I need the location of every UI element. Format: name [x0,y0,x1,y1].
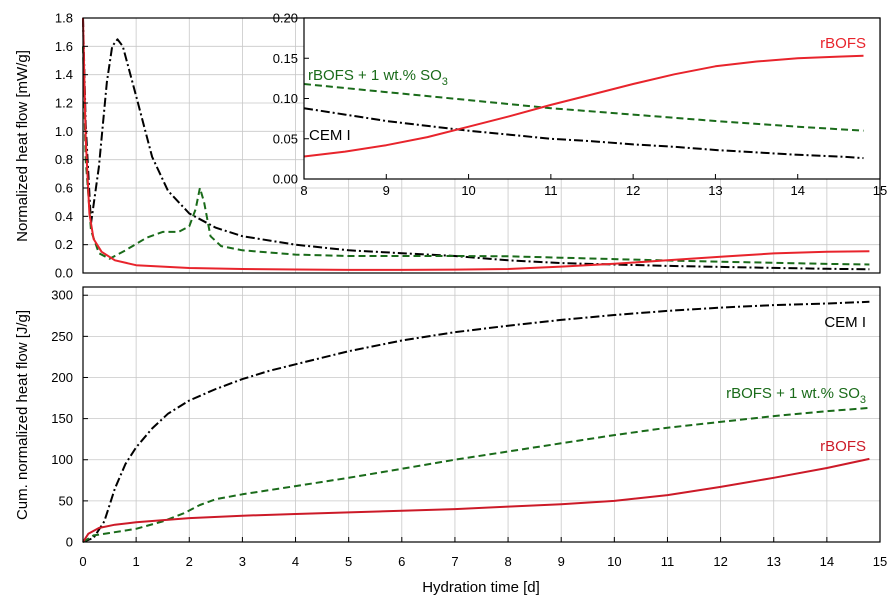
bottom-series-cem [82,300,870,543]
bottom-y-tick-label: 250 [51,329,73,344]
bottom-y-tick-label: 300 [51,288,73,303]
inset-background [304,18,880,179]
top-y-axis-label: Normalized heat flow [mW/g] [14,50,31,242]
bottom-y-tick-label: 50 [59,493,73,508]
bottom-label-so3: rBOFS + 1 wt.% SO3 [726,385,866,406]
inset-y-tick-label: 0.10 [273,91,298,106]
bottom-label-so3-text: rBOFS + 1 wt.% SO [726,385,860,402]
bottom-y-tick-label: 0 [66,535,73,550]
bottom-label-so3-subscript: 3 [860,394,866,406]
inset-x-tick-label: 15 [873,183,887,198]
inset-y-tick-labels: 0.00 0.05 0.10 0.15 0.20 [273,11,309,187]
x-axis-label: Hydration time [d] [422,579,540,596]
bottom-series-group [82,300,870,543]
inset-label-cem-text: CEM I [309,127,351,144]
bottom-x-tick-label: 6 [398,554,405,569]
top-y-tick-label: 0.4 [55,209,73,224]
inset-x-tick-label: 11 [544,183,558,198]
bottom-plot-frame [82,286,881,543]
inset-x-tick-label: 13 [708,183,722,198]
bottom-x-tick-label: 2 [186,554,193,569]
bottom-x-tick-label: 1 [133,554,140,569]
inset-plot-frame [303,17,881,180]
bottom-series-so3 [82,406,870,543]
bottom-x-tick-label: 13 [766,554,780,569]
inset-label-cem: CEM I [309,127,351,144]
top-y-tick-label: 1.8 [55,11,73,26]
inset-series-labels: rBOFS rBOFS + 1 wt.% SO3 CEM I [308,35,866,144]
bottom-x-tick-label: 0 [79,554,86,569]
top-y-tick-label: 0.2 [55,237,73,252]
bottom-x-tick-labels: 0 1 2 3 4 5 6 7 8 9 10 11 12 13 14 15 [79,537,887,569]
top-y-tick-label: 1.4 [55,67,73,82]
bottom-series-rbofs [82,457,870,543]
bottom-x-tick-label: 8 [504,554,511,569]
inset-series-so3 [303,83,864,132]
bottom-label-rbofs: rBOFS [820,438,866,455]
inset-label-rbofs-text: rBOFS [820,35,866,52]
bottom-y-axis-label: Cum. normalized heat flow [J/g] [14,310,31,520]
inset-x-tick-label: 14 [790,183,804,198]
inset-y-tick-label: 0.00 [273,172,298,187]
top-y-tick-labels: 0.0 0.2 0.4 0.6 0.8 1.0 1.2 1.4 1.6 1.8 [55,11,88,281]
top-y-tick-label: 1.0 [55,124,73,139]
inset-y-tick-label: 0.20 [273,11,298,26]
bottom-x-tick-label: 14 [820,554,834,569]
inset-series-group [303,54,864,160]
inset-x-tick-label: 8 [300,183,307,198]
inset-series-rbofs [303,54,864,158]
inset-x-tick-label: 10 [461,183,475,198]
top-y-tick-label: 1.2 [55,96,73,111]
bottom-label-rbofs-text: rBOFS [820,438,866,455]
bottom-x-tick-label: 15 [873,554,887,569]
bottom-label-cem: CEM I [824,314,866,331]
top-y-tick-label: 0.8 [55,152,73,167]
inset-label-so3-text: rBOFS + 1 wt.% SO [308,67,442,84]
bottom-x-tick-label: 5 [345,554,352,569]
top-y-tick-label: 1.6 [55,39,73,54]
bottom-x-tick-label: 3 [239,554,246,569]
inset-x-tick-label: 9 [383,183,390,198]
top-y-tick-label: 0.0 [55,266,73,281]
inset-y-tick-label: 0.05 [273,131,298,146]
bottom-x-tick-label: 11 [661,554,675,569]
top-series-group [82,17,870,271]
inset-label-rbofs: rBOFS [820,35,866,52]
inset-label-so3-subscript: 3 [442,76,448,88]
bottom-x-tick-label: 10 [607,554,621,569]
inset-x-tick-label: 12 [626,183,640,198]
bottom-series-labels: CEM I rBOFS + 1 wt.% SO3 rBOFS [726,314,866,455]
bottom-x-tick-label: 4 [292,554,299,569]
top-y-tick-label: 0.6 [55,181,73,196]
bottom-y-tick-labels: 0 50 100 150 200 250 300 [51,288,88,550]
inset-series-cem [303,107,864,160]
bottom-x-tick-label: 12 [713,554,727,569]
top-series-rbofs [82,17,870,271]
bottom-y-tick-label: 150 [51,411,73,426]
bottom-x-tick-label: 7 [451,554,458,569]
bottom-label-cem-text: CEM I [824,314,866,331]
bottom-y-tick-label: 200 [51,370,73,385]
top-series-cem [82,17,870,271]
inset-y-tick-label: 0.15 [273,51,298,66]
bottom-x-tick-label: 9 [558,554,565,569]
inset-label-so3: rBOFS + 1 wt.% SO3 [308,67,448,88]
bottom-y-tick-label: 100 [51,452,73,467]
